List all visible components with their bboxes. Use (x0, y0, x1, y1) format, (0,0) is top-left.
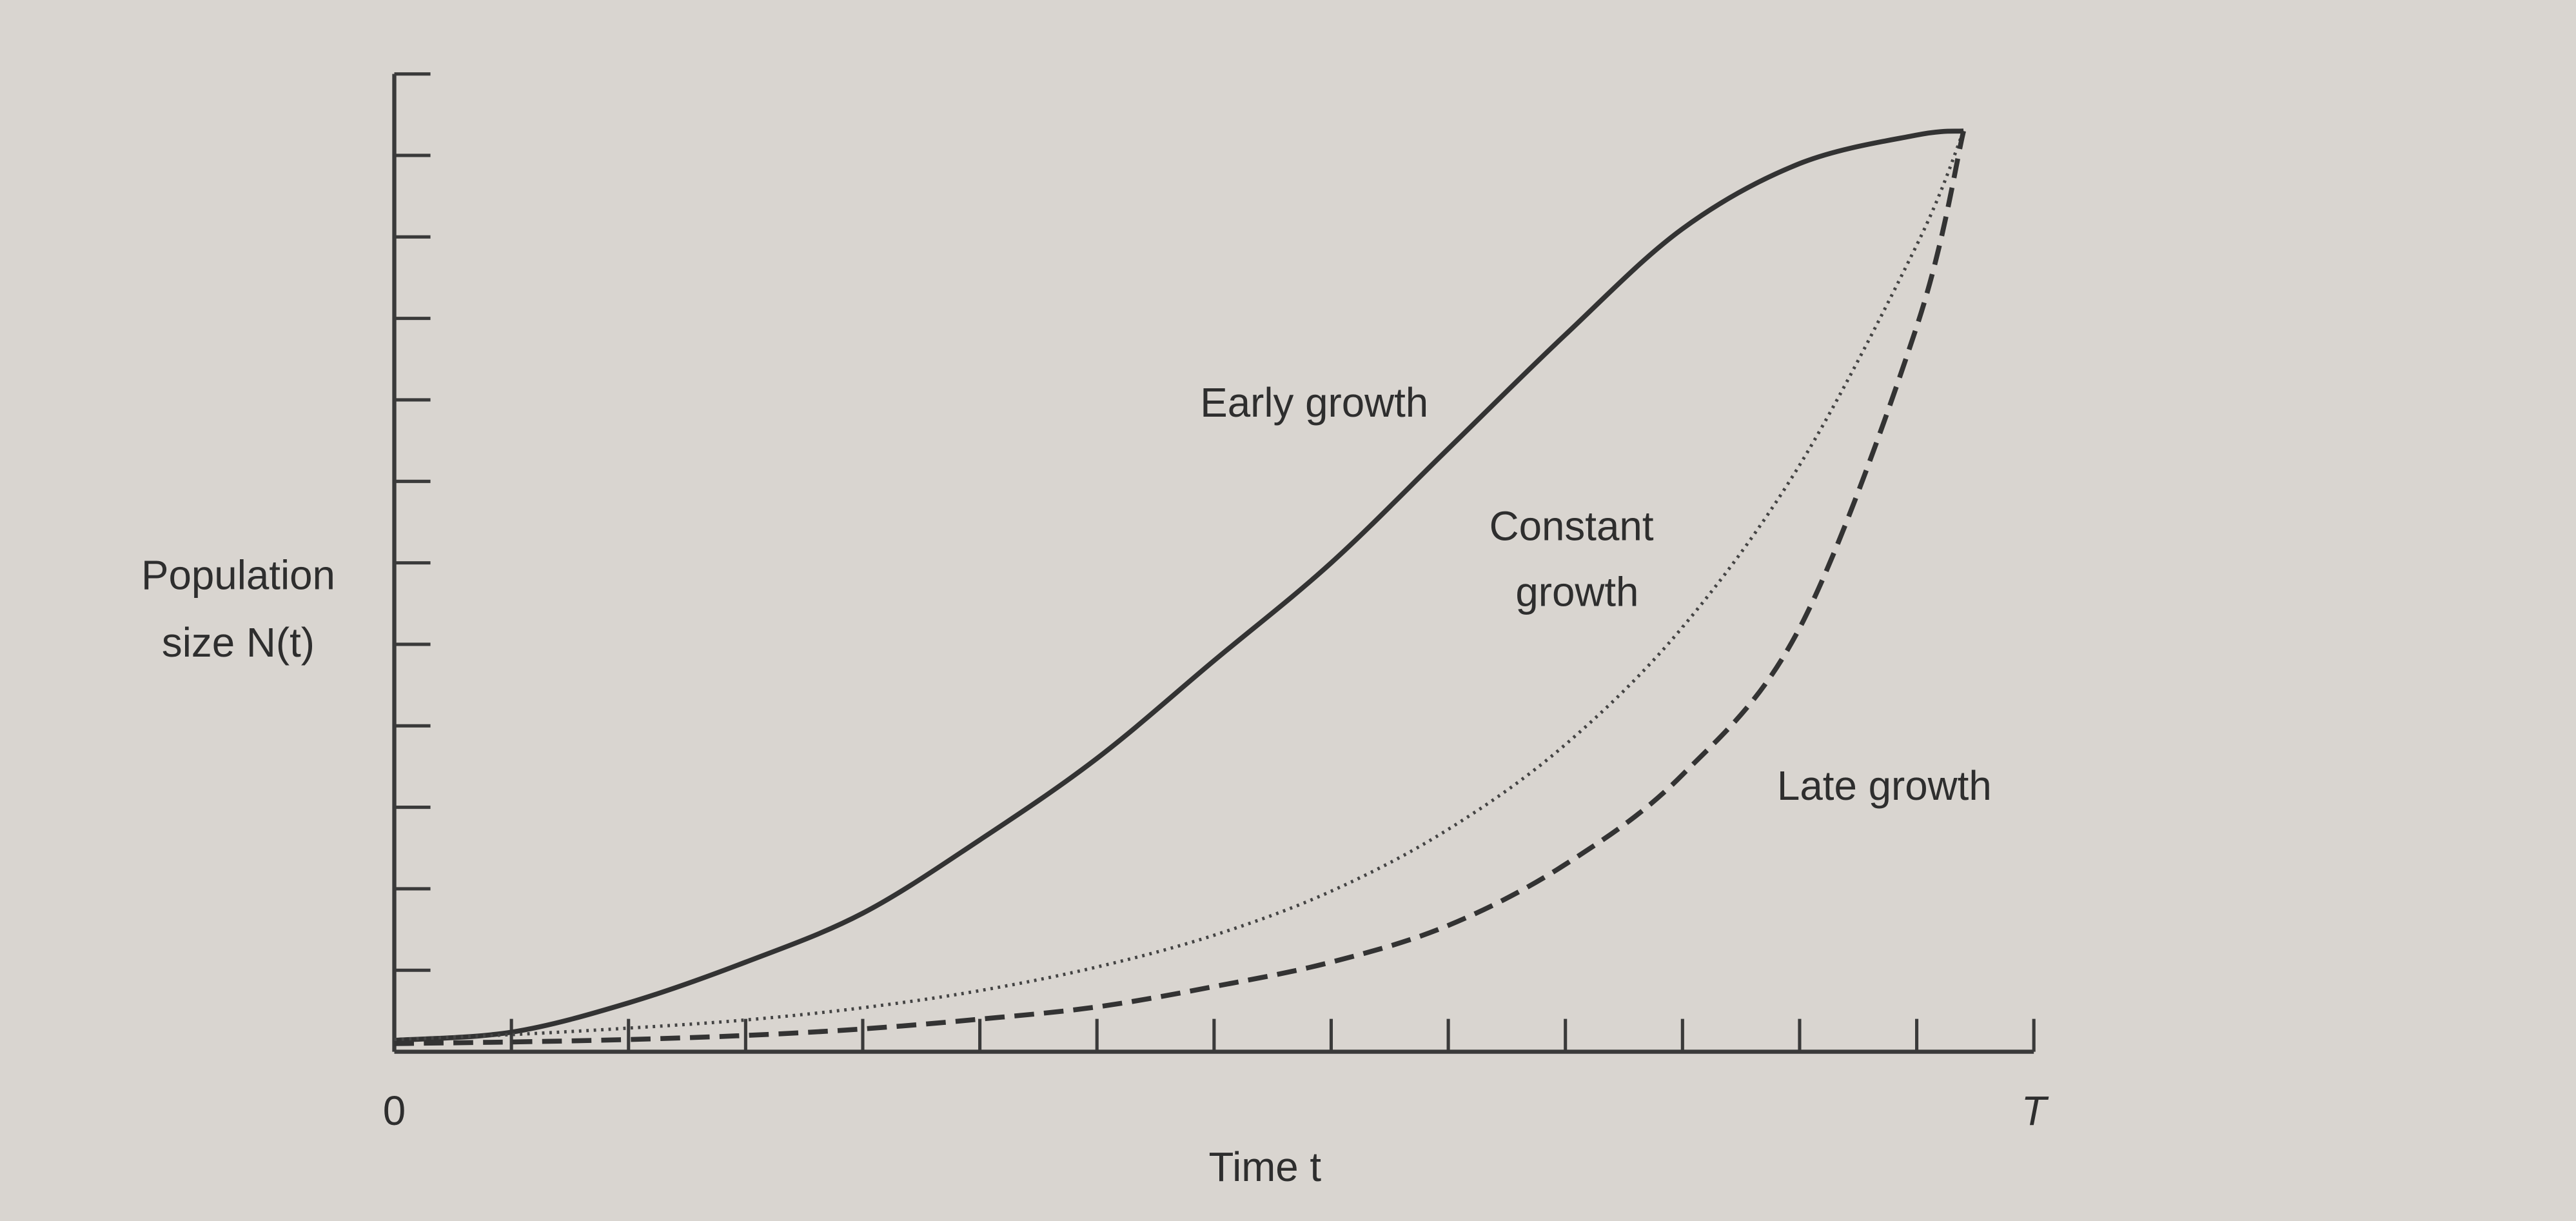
series-label: Constant growth (1490, 503, 1666, 615)
x-tick-label: 0 (383, 1088, 406, 1134)
y-axis-label: size N(t) (162, 620, 315, 666)
series-line (394, 130, 1966, 1046)
series-line (394, 128, 1964, 1043)
x-tick-label: T (2021, 1088, 2049, 1134)
series-label: Early growth (1200, 380, 1428, 426)
y-axis-label: Population (141, 553, 335, 599)
x-axis-label: Time t (1209, 1144, 1322, 1190)
series-label: Late growth (1777, 763, 1992, 809)
